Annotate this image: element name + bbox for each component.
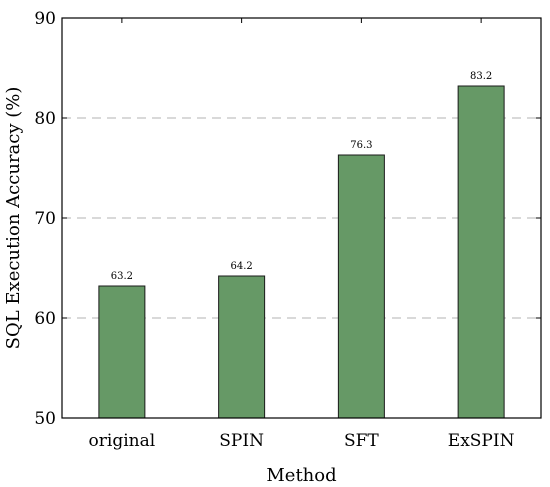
- bar-original: [98, 285, 146, 419]
- x-axis-title: Method: [266, 465, 336, 486]
- x-tick-label-original: original: [89, 431, 156, 451]
- bar-ExSPIN: [457, 85, 505, 419]
- plot-frame: [61, 17, 542, 419]
- bars: [98, 85, 505, 419]
- data-label-SPIN: 64.2: [230, 261, 252, 272]
- y-tick-label: 50: [34, 409, 56, 429]
- data-label-ExSPIN: 83.2: [470, 71, 492, 82]
- bar-SFT: [337, 154, 385, 419]
- x-tick-label-SPIN: SPIN: [219, 431, 264, 451]
- x-tick-labels: original SPIN SFT ExSPIN: [89, 431, 515, 451]
- x-tick-label-ExSPIN: ExSPIN: [448, 431, 515, 451]
- data-labels: 63.2 64.2 76.3 83.2: [111, 71, 493, 282]
- data-label-original: 63.2: [111, 271, 133, 282]
- y-tick-label: 60: [34, 309, 56, 329]
- data-label-SFT: 76.3: [350, 140, 372, 151]
- x-tick-label-SFT: SFT: [344, 431, 379, 451]
- bar-SPIN: [218, 275, 266, 419]
- y-tick-label: 80: [34, 109, 56, 129]
- y-tick-label: 70: [34, 209, 56, 229]
- y-tick-labels: 50 60 70 80 90: [34, 9, 56, 429]
- y-tick-label: 90: [34, 9, 56, 29]
- y-axis-title: SQL Execution Accuracy (%): [3, 87, 24, 350]
